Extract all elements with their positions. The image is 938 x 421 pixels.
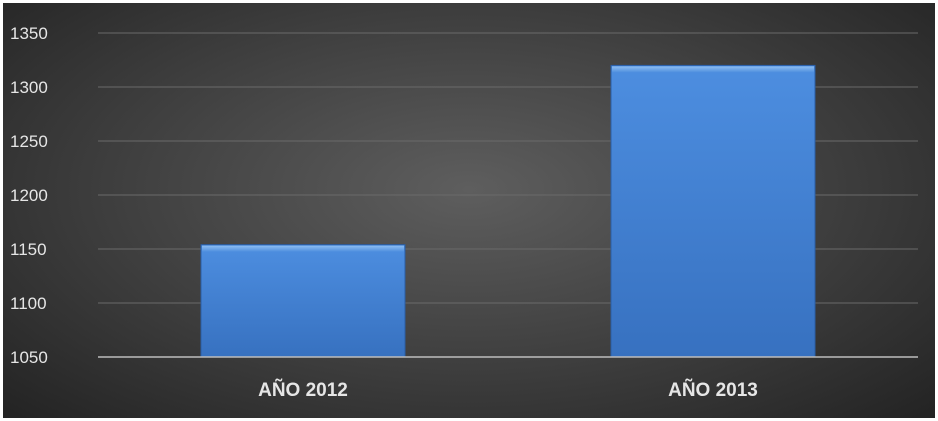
y-tick-label: 1200 [10,186,48,205]
bar-highlight [202,245,404,252]
y-tick-label: 1050 [10,348,48,367]
chart-area: 1050 1100 1150 1200 1250 1300 1350 AÑO 2012 AÑO… [3,3,935,418]
y-tick-label: 1300 [10,78,48,97]
bar [200,244,406,358]
y-axis-ticks: 1050 1100 1150 1200 1250 1300 1350 [10,24,48,367]
bar [610,64,816,358]
bar-highlight [612,66,814,73]
y-tick-label: 1100 [10,294,47,313]
x-axis-labels: AÑO 2012 AÑO 2013 [258,379,758,401]
bars [200,64,816,358]
y-tick-label: 1150 [10,240,47,259]
x-category-label: AÑO 2013 [668,379,758,401]
x-category-label: AÑO 2012 [258,379,348,401]
y-tick-label: 1250 [10,132,48,151]
y-tick-label: 1350 [10,24,48,43]
